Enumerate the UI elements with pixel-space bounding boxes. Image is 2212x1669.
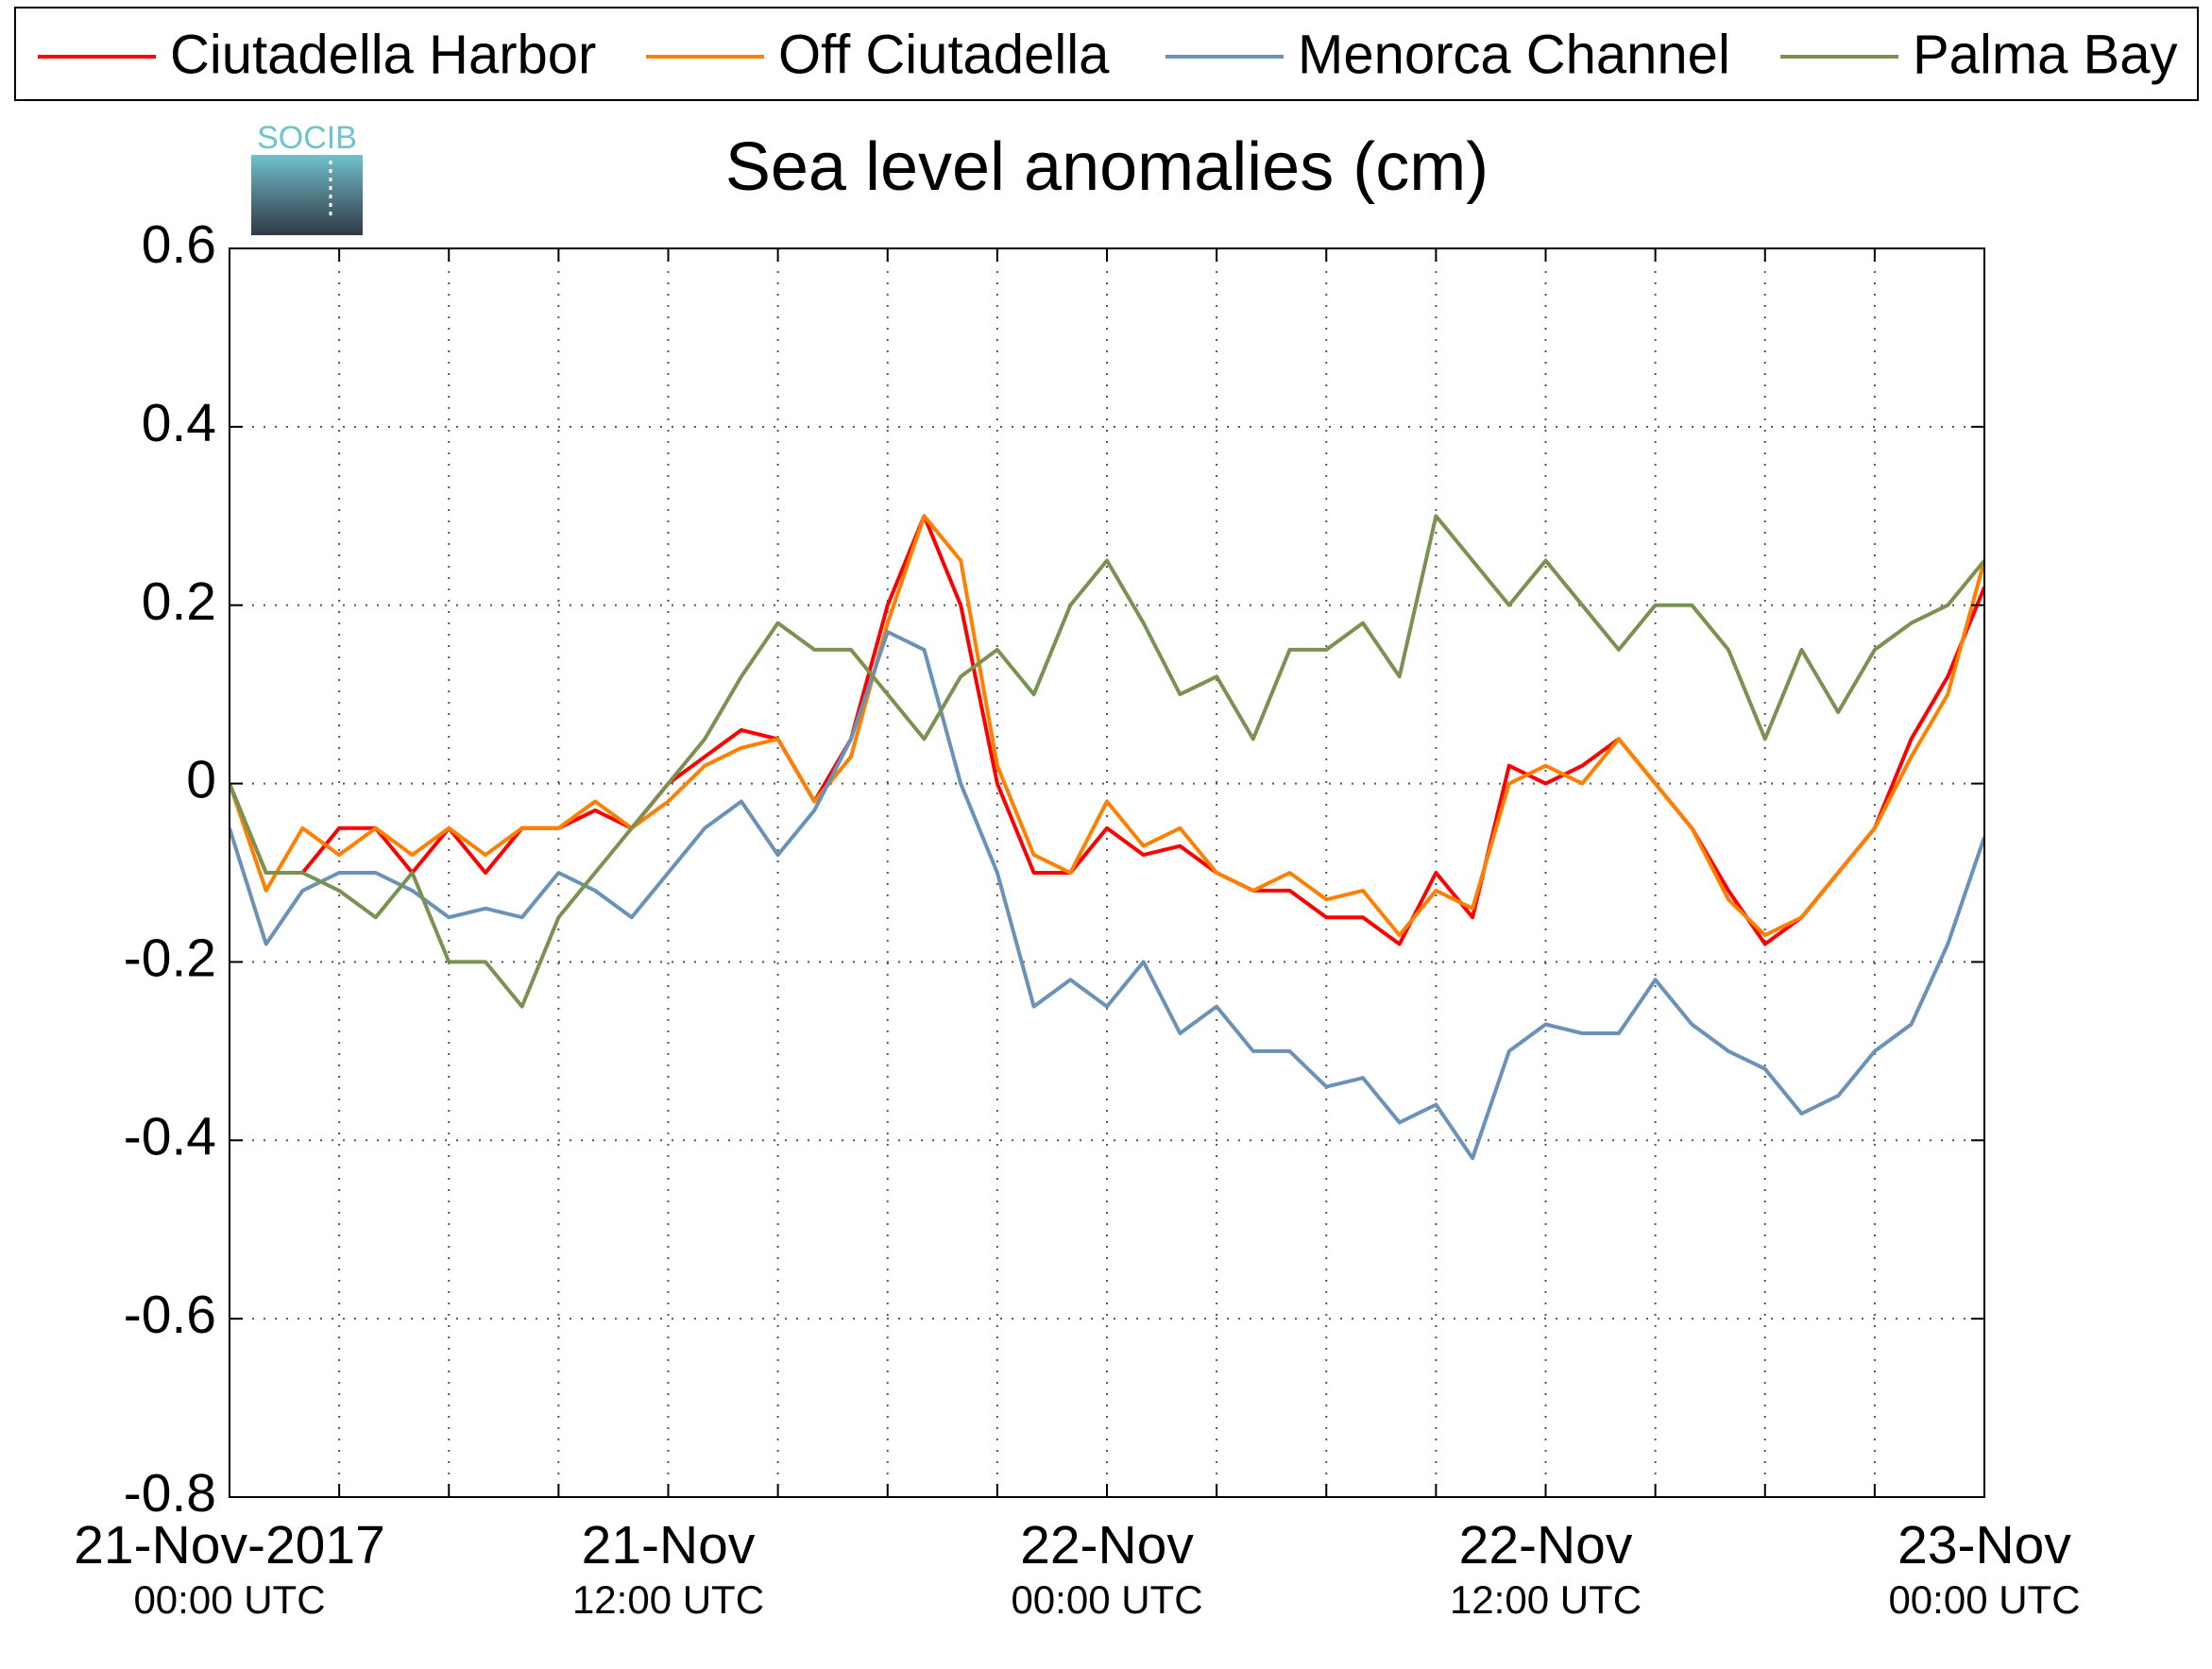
chart-title: Sea level anomalies (cm): [725, 129, 1489, 205]
y-tick-label: -0.2: [124, 928, 216, 988]
y-tick-label: 0: [186, 750, 216, 810]
y-tick-label: -0.8: [124, 1463, 216, 1524]
y-tick-label: -0.6: [124, 1285, 216, 1345]
legend-label: Ciutadella Harbor: [170, 24, 596, 85]
legend-label: Palma Bay: [1913, 24, 2177, 85]
series: [230, 514, 1984, 1161]
series-line: [230, 630, 1984, 1161]
x-tick-label: 00:00 UTC: [133, 1577, 325, 1622]
legend: Ciutadella Harbor Off Ciutadella Menorca C…: [38, 24, 2177, 85]
y-tick-label: -0.4: [124, 1106, 216, 1167]
logo-block: [251, 155, 363, 235]
x-tick-label: 22-Nov: [1459, 1515, 1633, 1575]
x-tick-label: 12:00 UTC: [1450, 1577, 1642, 1622]
x-tick-label: 21-Nov: [582, 1515, 756, 1575]
series-line: [230, 514, 1984, 938]
x-tick-label: 00:00 UTC: [1888, 1577, 2080, 1622]
x-tick-label: 22-Nov: [1020, 1515, 1194, 1575]
logo-text: SOCIB: [257, 120, 357, 156]
y-tick-label: 0.4: [142, 393, 216, 453]
axes: -0.8-0.6-0.4-0.200.20.40.621-Nov-201700:…: [74, 214, 2080, 1622]
x-tick-label: 00:00 UTC: [1011, 1577, 1202, 1622]
legend-label: Menorca Channel: [1298, 24, 1730, 85]
y-tick-label: 0.6: [142, 214, 216, 275]
x-tick-label: 12:00 UTC: [572, 1577, 764, 1622]
legend-label: Off Ciutadella: [778, 24, 1110, 85]
y-tick-label: 0.2: [142, 571, 216, 632]
legend-box: [14, 7, 2199, 101]
logo: SOCIB: [251, 120, 363, 235]
series-line: [230, 514, 1984, 1009]
x-tick-label: 21-Nov-2017: [74, 1515, 385, 1575]
x-tick-label: 23-Nov: [1897, 1515, 2071, 1575]
